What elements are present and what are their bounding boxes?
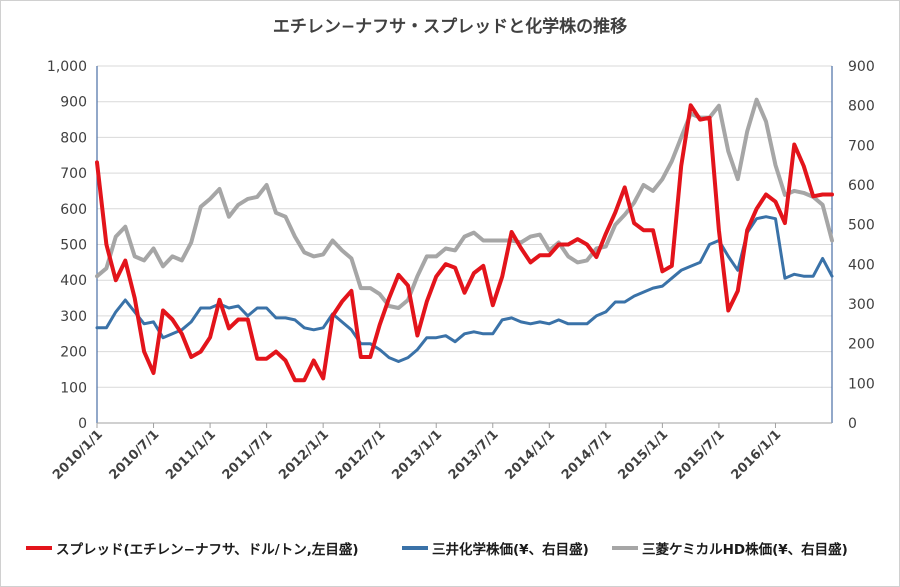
x-tick-label: 2015/1/1 [616,427,672,483]
y-left-tick-label: 0 [78,416,87,432]
series-line-spread [95,103,834,383]
x-tick-label: 2012/7/1 [333,427,389,483]
y-right-tick-label: 500 [848,218,875,234]
chart-legend: スプレッド(エチレン−ナフサ、ドル/トン,左目盛) 三井化学株価(¥、右目盛) … [0,538,900,562]
y-left-tick-label: 400 [60,273,87,289]
x-tick-label: 2016/1/1 [729,427,785,483]
x-tick-label: 2011/7/1 [220,427,276,483]
x-tick-label: 2013/1/1 [389,427,445,483]
legend-label-mcc: 三菱ケミカルHD株価(¥、右目盛) [642,542,848,558]
x-tick-label: 2014/7/1 [559,427,615,483]
y-right-tick-label: 0 [848,416,857,432]
y-left-tick-label: 600 [60,202,87,218]
x-tick-label: 2011/1/1 [163,427,219,483]
legend-item-mitsui: 三井化学株価(¥、右目盛) [402,538,589,558]
y-right-tick-label: 400 [848,257,875,273]
legend-swatch-mitsui [402,546,428,550]
y-right-tick-label: 700 [848,138,875,154]
y-left-tick-label: 500 [60,238,87,254]
legend-swatch-mcc [612,546,638,550]
y-right-tick-label: 800 [848,99,875,115]
y-left-tick-label: 700 [60,166,87,182]
y-left-tick-label: 100 [60,380,87,396]
y-left-tick-label: 900 [60,95,87,111]
y-right-tick-label: 600 [848,178,875,194]
x-tick-label: 2012/1/1 [276,427,332,483]
legend-item-spread: スプレッド(エチレン−ナフサ、ドル/トン,左目盛) [26,538,359,558]
y-right-tick-label: 300 [848,297,875,313]
y-right-tick-label: 100 [848,376,875,392]
y-left-tick-label: 1,000 [47,59,87,75]
x-tick-label: 2014/1/1 [502,427,558,483]
legend-item-mcc: 三菱ケミカルHD株価(¥、右目盛) [612,538,848,558]
legend-label-spread: スプレッド(エチレン−ナフサ、ドル/トン,左目盛) [56,542,359,558]
y-left-tick-label: 300 [60,309,87,325]
y-left-tick-label: 200 [60,345,87,361]
y-right-tick-label: 900 [848,59,875,75]
x-tick-label: 2015/7/1 [672,427,728,483]
chart-title: エチレン−ナフサ・スプレッドと化学株の推移 [272,17,628,37]
x-tick-label: 2013/7/1 [446,427,502,483]
y-left-tick-label: 800 [60,130,87,146]
y-right-tick-label: 200 [848,337,875,353]
series-line-mcc [95,97,834,310]
legend-label-mitsui: 三井化学株価(¥、右目盛) [432,542,589,558]
x-tick-label: 2010/1/1 [50,427,106,483]
legend-swatch-spread [26,546,52,550]
x-tick-label: 2010/7/1 [107,427,163,483]
